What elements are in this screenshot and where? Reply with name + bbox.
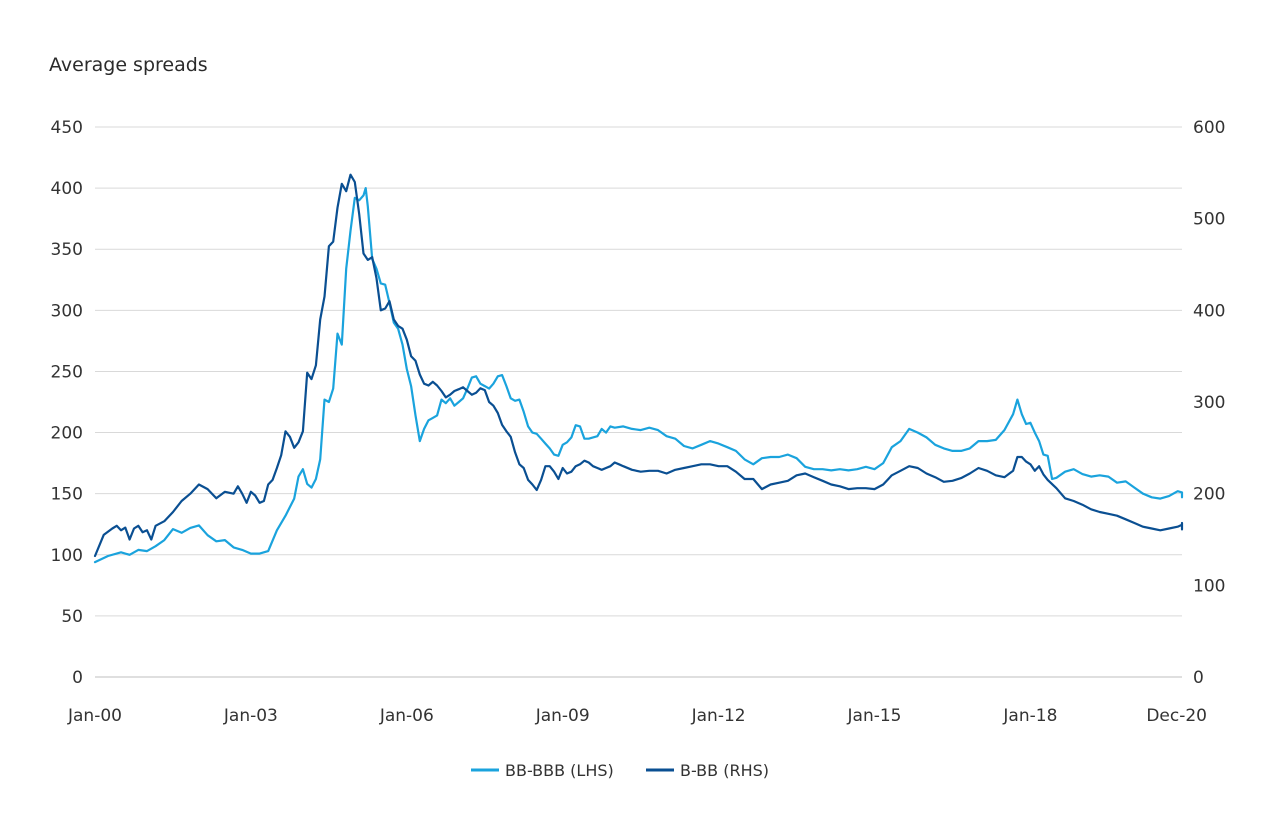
right-tick-label: 300 [1193, 393, 1225, 413]
x-tick-label: Jan-18 [1002, 706, 1057, 726]
left-tick-label: 100 [51, 546, 83, 566]
left-tick-label: 250 [51, 362, 83, 382]
left-tick-label: 350 [51, 240, 83, 260]
legend-label: BB-BBB (LHS) [505, 761, 614, 780]
series-line-bb-bbb [93, 187, 1184, 564]
x-tick-label: Jan-09 [535, 706, 590, 726]
chart-title: Average spreads [49, 54, 208, 76]
right-tick-label: 500 [1193, 210, 1225, 230]
x-tick-label: Jan-12 [691, 706, 746, 726]
x-tick-label: Dec-20 [1146, 706, 1207, 726]
right-tick-label: 200 [1193, 485, 1225, 505]
legend-label: B-BB (RHS) [680, 761, 769, 780]
right-tick-label: 600 [1193, 118, 1225, 138]
series-line-b-bb [93, 173, 1184, 558]
left-tick-label: 450 [51, 118, 83, 138]
right-tick-label: 0 [1193, 668, 1204, 688]
left-axis-ticks: 0 50 100 150 200 250 300 350 400 450 [51, 118, 83, 688]
right-axis-ticks: 0 100 200 300 400 500 600 [1193, 118, 1225, 688]
right-tick-label: 100 [1193, 576, 1225, 596]
x-axis-ticks: Jan-00 Jan-03 Jan-06 Jan-09 Jan-12 Jan-15 Jan-… [67, 706, 1207, 726]
gridlines [95, 126, 1182, 678]
x-tick-label: Jan-00 [67, 706, 122, 726]
left-tick-label: 400 [51, 179, 83, 199]
chart-legend: BB-BBB (LHS) B-BB (RHS) [471, 761, 769, 780]
left-tick-label: 50 [61, 607, 83, 627]
left-tick-label: 0 [72, 668, 83, 688]
x-tick-label: Jan-03 [223, 706, 278, 726]
left-tick-label: 300 [51, 301, 83, 321]
x-tick-label: Jan-15 [847, 706, 902, 726]
series-lines [93, 173, 1184, 564]
right-tick-label: 400 [1193, 301, 1225, 321]
left-tick-label: 200 [51, 424, 83, 444]
x-tick-label: Jan-06 [379, 706, 434, 726]
left-tick-label: 150 [51, 485, 83, 505]
